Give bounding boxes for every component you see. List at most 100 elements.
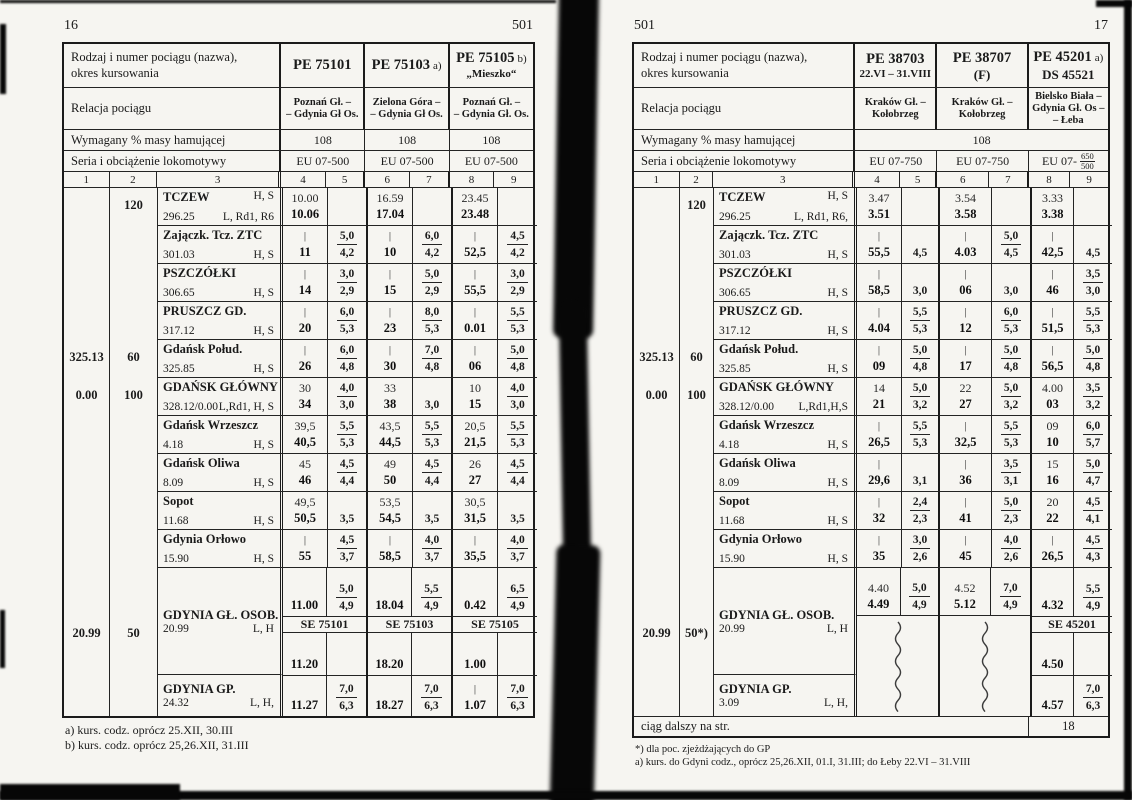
station-symbols: H, S bbox=[253, 325, 274, 337]
time-cell: 3.47 3.51 bbox=[857, 188, 902, 225]
time-cell: 15 16 bbox=[1032, 454, 1074, 491]
train-number: PE 38707 bbox=[952, 49, 1012, 66]
time-cell: | 45 bbox=[940, 530, 992, 567]
speed-fraction: 5,0 4,7 bbox=[1082, 457, 1104, 489]
gp-row: 11.27 7,0 6,3 bbox=[283, 675, 366, 716]
time-cell: 43,5 44,5 bbox=[368, 416, 413, 453]
terminal-arrival: 18.04 5,5 4,9 bbox=[368, 568, 451, 616]
route-line: Bielsko Biała – bbox=[1035, 90, 1102, 102]
column-value: 325.13 bbox=[69, 350, 104, 364]
column-number: 5 bbox=[900, 172, 938, 187]
station-cell: Gdańsk Wrzeszcz 4.18 H, S bbox=[158, 416, 283, 453]
station-cell: Gdańsk Oliwa 8.09 H, S bbox=[714, 454, 857, 491]
speed-limit-bottom: 4,8 bbox=[510, 361, 525, 373]
time-cell: | 4.03 bbox=[940, 226, 992, 263]
time-cell: 20,5 21,5 bbox=[453, 416, 498, 453]
speed-cell: 3,0 2,9 bbox=[498, 264, 537, 301]
station-name: PRUSZCZ GD. bbox=[719, 304, 803, 318]
time-value: 09 bbox=[1046, 419, 1059, 433]
time-value: 20,5 bbox=[464, 419, 486, 433]
speed-cell bbox=[498, 188, 537, 225]
time-value: 42,5 bbox=[1041, 245, 1064, 259]
station-name-line: GDAŃSK GŁÓWNY bbox=[714, 380, 854, 395]
speed-limit-top: 5,0 bbox=[1000, 343, 1022, 359]
speed-cell bbox=[327, 633, 366, 675]
column-value: 50 bbox=[127, 626, 140, 640]
page-right: 501 17 Rodzaj i numer pociągu (nazwa), ok… bbox=[626, 16, 1126, 769]
speed-cell: 4,5 bbox=[902, 226, 940, 263]
speed-fraction: 5,5 4,9 bbox=[1082, 582, 1104, 614]
speed-cell: 6,5 4,9 bbox=[498, 568, 537, 616]
speed-limit-bottom: 4,8 bbox=[1003, 361, 1019, 373]
time-value: 26 bbox=[298, 359, 312, 373]
brake-value-cell: 108 bbox=[281, 130, 366, 150]
speed-limit-bottom: 4,2 bbox=[424, 247, 440, 259]
speed-limit-bottom: 4,2 bbox=[510, 247, 525, 259]
gp-row: 18.27 7,0 6,3 bbox=[368, 675, 451, 716]
table-body: 325.13 0.00 20.99 120 60 100 50*) TCZEW H, S 296.… bbox=[634, 188, 1112, 716]
speed-cell bbox=[498, 633, 537, 675]
se-band: SE 75103 bbox=[368, 616, 451, 633]
terminal-arrival: 4.40 4.49 5,0 4,9 bbox=[857, 568, 938, 616]
time-value: 0.42 bbox=[464, 598, 486, 612]
terminal-station-cell: GDYNIA GŁ. OSOB. 20.99 L, H bbox=[714, 568, 857, 675]
station-symbols: H, S bbox=[253, 287, 274, 299]
speed-fraction: 7,0 4,8 bbox=[421, 343, 443, 375]
train-label-line: okres kursowania bbox=[641, 66, 729, 80]
station-name-line: Sopot bbox=[158, 494, 280, 509]
speed-limit-top: 3,0 bbox=[507, 267, 528, 283]
pass-through-mark: | bbox=[964, 420, 967, 432]
pass-through-mark: | bbox=[1051, 344, 1054, 356]
station-symbols: H, S bbox=[827, 515, 848, 527]
station-row: Gdynia Orłowo 15.90 H, S | 35 3,0 2,6 | 45 4,0 2,6… bbox=[714, 530, 1112, 568]
time-cell: 11.00 bbox=[283, 568, 327, 616]
train-number: PE 75105 bbox=[456, 50, 515, 66]
speed-cell: 3,1 bbox=[902, 454, 940, 491]
speed-fraction: 3,5 bbox=[422, 511, 442, 527]
column-value: 325.13 bbox=[639, 350, 674, 364]
speed-fraction: 3,5 bbox=[337, 511, 357, 527]
route-line: Kołobrzeg bbox=[958, 108, 1006, 120]
page-edge-artifact bbox=[0, 610, 5, 668]
speed-fraction: 5,5 5,3 bbox=[1000, 419, 1022, 451]
speed-cell: 3,5 3,1 bbox=[992, 454, 1032, 491]
speed-cell: 5,5 5,3 bbox=[902, 302, 940, 339]
speed-cell: 2,4 2,3 bbox=[902, 492, 940, 529]
station-symbols: L, H bbox=[252, 622, 274, 635]
speed-limit-bottom: 4,2 bbox=[339, 247, 355, 259]
station-cell: Gdańsk Oliwa 8.09 H, S bbox=[158, 454, 283, 491]
speed-fraction: 3,1 bbox=[910, 473, 930, 489]
station-symbols: H, S bbox=[253, 553, 274, 565]
speed-fraction: 4,0 2,6 bbox=[1000, 533, 1022, 565]
speed-cell: 5,0 2,9 bbox=[413, 264, 453, 301]
time-value: 27 bbox=[468, 473, 482, 487]
speed-limit-bottom: 2,9 bbox=[510, 285, 525, 297]
time-value: 46 bbox=[1046, 283, 1059, 297]
speed-cell: 7,0 6,3 bbox=[327, 676, 366, 716]
station-km-line: 301.03 H, S bbox=[158, 249, 280, 261]
station-symbols: H, S bbox=[827, 553, 848, 565]
station-km-line: 328.12/0.00 L,Rd1,H,S bbox=[714, 401, 854, 413]
route-line: – Gdynia Gł Os. bbox=[370, 108, 443, 120]
pass-through-mark: | bbox=[473, 268, 477, 280]
train-cell: PE 38703 22.VI – 31.VIII bbox=[855, 44, 938, 87]
time-cell: 18.27 bbox=[368, 676, 412, 716]
speed-cell bbox=[412, 633, 451, 675]
station-name-line: Gdańsk Połud. bbox=[714, 342, 854, 357]
time-value: 32 bbox=[872, 511, 886, 525]
train-name: PE 38703 bbox=[866, 51, 924, 68]
time-value: 20 bbox=[1046, 495, 1059, 509]
speed-fraction: 4,5 4,3 bbox=[1082, 533, 1104, 565]
column-number: 8 bbox=[1029, 172, 1071, 187]
se-band: SE 45201 bbox=[1032, 616, 1112, 633]
time-value: 03 bbox=[1046, 397, 1059, 411]
speed-limit-top: 4,5 bbox=[507, 457, 528, 473]
station-symbols: L,Rd1,H,S bbox=[798, 401, 848, 413]
loco-series: EU 07-500 bbox=[296, 153, 350, 168]
speed-cell: 5,5 5,3 bbox=[992, 416, 1032, 453]
km-column: 325.13 0.00 20.99 bbox=[634, 188, 680, 716]
pass-through-mark: | bbox=[388, 534, 392, 546]
speed-limit-top: 6,5 bbox=[507, 582, 528, 598]
time-value: 26 bbox=[469, 457, 481, 471]
speed-fraction: 5,0 4,8 bbox=[1082, 343, 1104, 375]
